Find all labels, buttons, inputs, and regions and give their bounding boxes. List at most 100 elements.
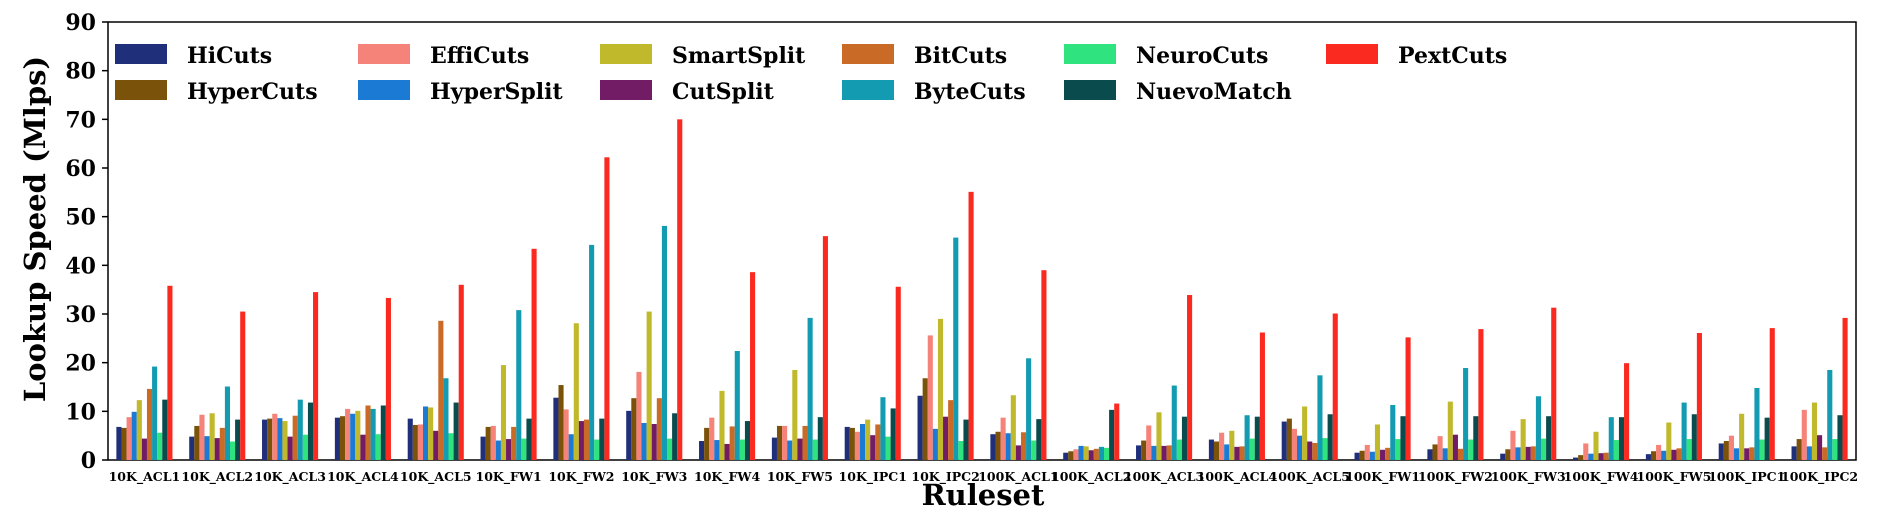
- bar-efficuts-100k_acl1: [1000, 417, 1006, 460]
- bar-smartsplit-100k_acl1: [1010, 395, 1016, 460]
- bar-bitcuts-10k_fw2: [583, 419, 590, 460]
- bar-efficuts-100k_ipc2: [1801, 409, 1807, 460]
- bar-cutsplit-10k_fw2: [578, 421, 584, 460]
- bar-cutsplit-100k_acl2: [1088, 450, 1094, 460]
- bar-smartsplit-10k_ipc1: [865, 419, 871, 460]
- bar-hypercuts-100k_acl3: [1141, 440, 1147, 460]
- bar-hypersplit-100k_ipc1: [1734, 448, 1740, 460]
- x-tick-label: 100K_FW3: [1491, 469, 1566, 485]
- x-tick-label: 10K_ACL4: [327, 469, 399, 485]
- y-tick-label: 20: [65, 351, 96, 377]
- bar-smartsplit-10k_acl5: [428, 407, 434, 460]
- y-tick-label: 80: [65, 59, 96, 85]
- bar-hypersplit-10k_fw4: [714, 440, 720, 460]
- bar-hicuts-100k_fw4: [1573, 457, 1579, 460]
- bar-cutsplit-100k_fw1: [1380, 449, 1386, 460]
- bar-hypercuts-10k_acl3: [267, 418, 273, 460]
- x-tick-label: 10K_FW4: [694, 469, 760, 485]
- bar-cutsplit-100k_fw2: [1452, 434, 1458, 460]
- bar-pextcuts-10k_acl1: [167, 285, 173, 460]
- x-tick-label: 10K_FW5: [767, 469, 833, 485]
- legend-swatch: [842, 80, 894, 100]
- bar-cutsplit-100k_fw4: [1598, 453, 1604, 460]
- bar-bitcuts-100k_acl2: [1093, 448, 1099, 460]
- bar-smartsplit-10k_acl2: [209, 413, 215, 460]
- bar-nuevomatch-100k_fw1: [1400, 416, 1406, 460]
- bar-nuevomatch-10k_fw2: [599, 418, 605, 460]
- bar-hypercuts-100k_acl1: [995, 431, 1001, 460]
- bar-pextcuts-10k_fw4: [750, 272, 756, 460]
- bar-hypersplit-10k_fw2: [568, 434, 574, 460]
- legend-swatch: [600, 44, 652, 64]
- bar-cutsplit-100k_acl5: [1307, 441, 1313, 460]
- bar-nuevomatch-10k_fw4: [744, 421, 751, 460]
- bar-hicuts-10k_ipc1: [844, 426, 850, 460]
- bar-bytecuts-100k_fw4: [1608, 417, 1614, 460]
- x-tick-label: 10K_ACL1: [109, 469, 181, 485]
- bar-hypersplit-10k_acl1: [131, 411, 137, 460]
- bar-pextcuts-100k_fw5: [1696, 332, 1702, 460]
- bar-bytecuts-10k_ipc1: [880, 397, 886, 460]
- legend-label: CutSplit: [672, 79, 775, 105]
- bar-cutsplit-100k_acl1: [1015, 445, 1021, 460]
- bar-neurocuts-10k_ipc1: [885, 436, 891, 460]
- bar-hypersplit-100k_acl3: [1151, 445, 1157, 460]
- bar-efficuts-10k_ipc1: [854, 431, 860, 460]
- bar-pextcuts-10k_fw5: [822, 236, 828, 460]
- bar-neurocuts-10k_fw3: [667, 438, 673, 460]
- legend-label: EffiCuts: [430, 43, 529, 69]
- bar-bytecuts-100k_acl1: [1026, 358, 1032, 460]
- bar-neurocuts-10k_acl3: [302, 434, 308, 460]
- bar-nuevomatch-100k_fw5: [1691, 414, 1697, 460]
- bar-hypercuts-100k_fw3: [1505, 449, 1511, 460]
- bar-hicuts-10k_fw1: [480, 436, 486, 460]
- bar-cutsplit-10k_fw3: [651, 423, 657, 460]
- bar-hicuts-10k_fw2: [553, 397, 559, 460]
- bar-hypercuts-10k_fw1: [485, 426, 491, 460]
- bar-hypersplit-10k_fw3: [641, 423, 647, 460]
- bar-efficuts-100k_acl4: [1219, 432, 1225, 460]
- bar-hicuts-100k_acl1: [990, 434, 996, 460]
- bar-hypercuts-10k_acl4: [339, 416, 346, 460]
- bar-hypercuts-10k_ipc2: [922, 378, 928, 460]
- legend-swatch: [115, 44, 167, 64]
- bar-hypersplit-100k_acl4: [1224, 444, 1230, 460]
- bar-hicuts-100k_acl3: [1136, 445, 1142, 460]
- bar-nuevomatch-100k_fw4: [1618, 417, 1625, 460]
- bar-hypersplit-100k_acl1: [1005, 433, 1011, 460]
- x-tick-label: 100K_FW4: [1564, 469, 1639, 485]
- bar-cutsplit-100k_fw3: [1525, 446, 1531, 460]
- bar-hicuts-10k_acl3: [262, 419, 268, 460]
- bar-hypersplit-100k_fw2: [1442, 448, 1448, 460]
- bar-hypercuts-10k_fw2: [558, 385, 564, 460]
- bar-smartsplit-10k_fw5: [792, 369, 798, 460]
- bar-hypersplit-10k_fw1: [495, 440, 501, 460]
- bar-neurocuts-100k_fw3: [1541, 438, 1547, 460]
- bar-bitcuts-100k_fw1: [1385, 447, 1391, 460]
- x-tick-label: 10K_ACL5: [400, 469, 472, 485]
- bar-hicuts-100k_ipc2: [1791, 446, 1797, 460]
- bar-neurocuts-100k_fw1: [1395, 439, 1401, 460]
- bar-bytecuts-10k_acl4: [370, 408, 376, 460]
- legend-swatch: [358, 44, 410, 64]
- bar-hicuts-100k_fw2: [1427, 449, 1433, 460]
- plot-area-frame: [107, 21, 1857, 461]
- bar-hypercuts-100k_fw5: [1650, 451, 1657, 460]
- x-tick-label: 100K_FW2: [1418, 469, 1493, 485]
- bar-efficuts-100k_fw5: [1656, 444, 1662, 460]
- bar-pextcuts-10k_ipc2: [968, 191, 974, 460]
- bar-pextcuts-100k_fw3: [1551, 307, 1557, 460]
- x-tick-label: 100K_ACL1: [978, 469, 1058, 485]
- legend-item-hypercuts: HyperCuts: [115, 79, 318, 105]
- bar-cutsplit-10k_fw4: [724, 443, 730, 460]
- bar-hicuts-100k_acl2: [1063, 452, 1069, 460]
- bar-bytecuts-100k_ipc2: [1827, 369, 1833, 460]
- legend-swatch: [842, 44, 894, 64]
- bar-bitcuts-100k_ipc2: [1822, 447, 1828, 460]
- bar-bytecuts-10k_fw5: [807, 317, 813, 460]
- bar-bitcuts-100k_fw2: [1457, 448, 1464, 460]
- bar-smartsplit-10k_fw1: [500, 365, 507, 460]
- bar-hypersplit-100k_ipc2: [1806, 446, 1812, 460]
- x-tick-label: 100K_FW5: [1637, 469, 1712, 485]
